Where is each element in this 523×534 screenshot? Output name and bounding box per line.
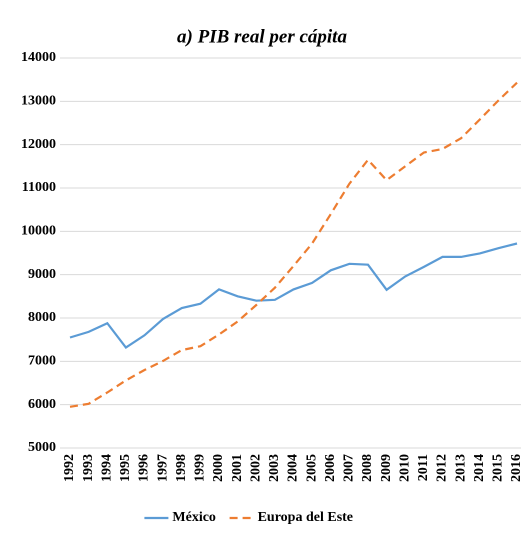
x-tick-label: 2015 xyxy=(491,454,506,482)
y-tick-label: 10000 xyxy=(21,224,56,239)
x-tick-label: 2005 xyxy=(304,454,319,482)
y-tick-label: 8000 xyxy=(28,310,56,325)
y-tick-label: 5000 xyxy=(28,440,56,455)
x-tick-label: 1992 xyxy=(62,454,77,482)
x-tick-label: 2010 xyxy=(397,454,412,482)
chart-title: a) PIB real per cápita xyxy=(177,26,347,47)
x-tick-label: 2001 xyxy=(230,454,245,482)
x-tick-label: 2016 xyxy=(509,454,523,482)
x-tick-label: 2014 xyxy=(472,454,487,482)
x-tick-label: 2000 xyxy=(211,454,226,482)
x-tick-label: 2008 xyxy=(360,454,375,482)
x-tick-label: 2006 xyxy=(323,454,338,482)
y-tick-label: 6000 xyxy=(28,397,56,412)
x-tick-label: 2004 xyxy=(286,454,301,482)
x-tick-label: 2003 xyxy=(267,454,282,482)
x-tick-label: 1993 xyxy=(81,454,96,482)
x-tick-label: 2013 xyxy=(453,454,468,482)
x-tick-label: 1998 xyxy=(174,454,189,482)
x-tick-label: 1996 xyxy=(137,454,152,482)
y-tick-label: 7000 xyxy=(28,354,56,369)
legend-label: Europa del Este xyxy=(258,510,353,525)
legend-label: México xyxy=(172,510,216,525)
x-tick-label: 2002 xyxy=(248,454,263,482)
x-tick-label: 2012 xyxy=(435,454,450,482)
x-tick-label: 1994 xyxy=(99,454,114,482)
y-tick-label: 9000 xyxy=(28,267,56,282)
x-tick-label: 1997 xyxy=(155,454,170,482)
y-tick-label: 13000 xyxy=(21,94,56,109)
series-line xyxy=(69,81,518,408)
x-tick-label: 2011 xyxy=(416,454,431,481)
y-tick-label: 14000 xyxy=(21,50,56,65)
series-line xyxy=(69,242,518,349)
x-tick-label: 2009 xyxy=(379,454,394,482)
x-tick-label: 2007 xyxy=(342,454,357,482)
y-tick-label: 12000 xyxy=(21,137,56,152)
x-tick-label: 1999 xyxy=(193,454,208,482)
x-tick-label: 1995 xyxy=(118,454,133,482)
y-tick-label: 11000 xyxy=(22,180,56,195)
